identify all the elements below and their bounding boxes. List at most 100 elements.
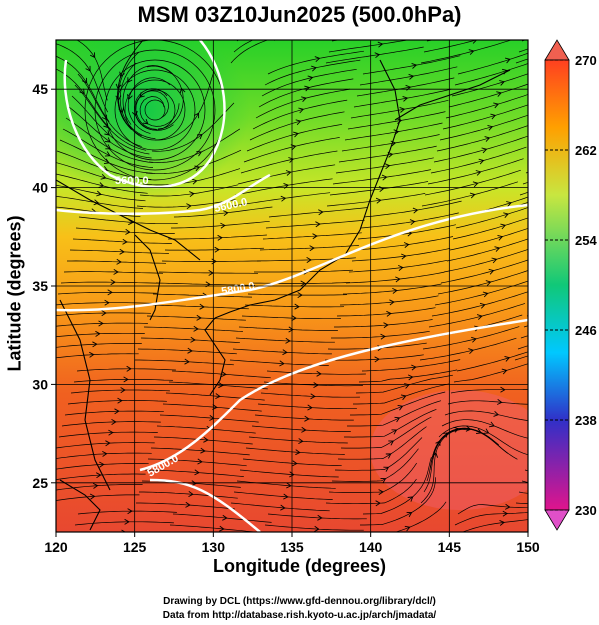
streamline: [344, 122, 443, 141]
contour-5800-a: [56, 203, 528, 312]
colorbar-ticks: 270 262 254 246 238 230: [545, 53, 597, 518]
streamline-arrow: [384, 163, 391, 170]
streamline-arrow: [407, 496, 414, 502]
streamline-arrow: [123, 376, 129, 383]
streamline-arrow: [92, 341, 98, 348]
x-tick-label: 135: [280, 539, 304, 555]
streamline-arrow: [95, 472, 102, 479]
streamline-arrow: [191, 480, 197, 487]
streamline: [422, 326, 520, 350]
streamline: [118, 51, 142, 137]
streamline: [139, 491, 238, 499]
streamline: [264, 59, 361, 86]
streamline-arrow: [493, 410, 500, 417]
streamline-arrow: [574, 469, 579, 474]
contour-label: 5800.0: [220, 280, 255, 298]
streamline: [136, 199, 236, 208]
streamline: [255, 88, 351, 119]
streamline: [424, 169, 521, 196]
x-tick-label: 140: [359, 539, 383, 555]
streamline-arrow: [221, 371, 227, 378]
streamline-arrow: [301, 426, 307, 433]
streamline-arrow: [104, 299, 110, 306]
streamline: [268, 207, 368, 218]
streamline: [267, 50, 364, 75]
streamline: [452, 217, 528, 240]
streamline-arrow: [309, 245, 315, 252]
streamline-arrow: [280, 504, 286, 511]
streamline-arrow: [487, 124, 494, 131]
streamline: [461, 519, 528, 532]
streamline: [454, 512, 528, 526]
streamline: [56, 473, 146, 480]
streamline-arrow: [287, 14, 292, 19]
streamline-arrow: [121, 529, 126, 532]
streamline: [419, 337, 517, 361]
streamline: [56, 206, 141, 218]
streamline-arrow: [297, 292, 303, 298]
streamline: [136, 502, 235, 510]
x-tick-label: 130: [202, 539, 226, 555]
streamline: [145, 149, 242, 175]
streamline-arrow: [209, 415, 215, 421]
streamline-arrow: [118, 107, 125, 114]
streamline: [58, 431, 158, 438]
streamline: [56, 463, 149, 470]
streamline: [237, 164, 336, 185]
streamline: [76, 40, 108, 101]
streamline-arrow: [105, 137, 111, 143]
streamline-arrow: [142, 118, 149, 125]
streamline-arrow: [565, 33, 570, 38]
streamline-arrow: [191, 178, 198, 185]
streamline: [59, 139, 153, 174]
streamline: [341, 134, 440, 152]
streamline-arrow: [374, 356, 380, 363]
colorbar-tick-label: 238: [575, 413, 597, 428]
y-tick-label: 25: [32, 475, 48, 491]
taiwan-coast: [59, 479, 101, 531]
streamline: [332, 169, 431, 185]
streamline: [63, 271, 164, 274]
streamline-arrow: [85, 65, 91, 72]
streamline: [56, 442, 155, 449]
streamline-arrow: [291, 315, 297, 321]
streamline-arrow: [377, 41, 384, 48]
streamline-arrow: [294, 303, 300, 310]
streamline-arrow: [306, 257, 312, 263]
streamline: [264, 524, 364, 531]
streamline: [144, 469, 244, 477]
streamline-arrow: [193, 325, 199, 332]
streamline: [248, 436, 348, 444]
streamline-arrow: [304, 415, 310, 422]
streamline: [164, 247, 265, 251]
streamline-arrow: [504, 57, 511, 64]
streamline-arrow: [576, 286, 581, 291]
streamlines: [56, 14, 594, 532]
streamline-arrow: [383, 466, 390, 472]
contour-5600-b: [56, 173, 271, 215]
streamline: [356, 77, 455, 97]
streamline: [457, 504, 528, 515]
streamline-arrow: [311, 65, 317, 72]
streamline: [362, 55, 461, 75]
streamline-arrow: [506, 201, 512, 207]
streamline: [156, 425, 256, 434]
credit-drawing: Drawing by DCL (https://www.gfd-dennou.o…: [163, 596, 436, 607]
streamline: [67, 260, 167, 264]
streamline-arrow: [589, 407, 594, 412]
streamline-arrow: [479, 302, 486, 309]
streamline-arrow: [79, 88, 85, 95]
streamline: [149, 304, 249, 310]
x-tick-label: 125: [123, 539, 147, 555]
streamline-arrow: [589, 87, 594, 92]
low-circulation: [144, 99, 166, 121]
streamline-arrow: [99, 461, 105, 468]
streamline: [443, 249, 528, 273]
colorbar-bottom-arrow: [544, 509, 570, 531]
streamline: [328, 462, 417, 493]
streamline-arrow: [278, 29, 283, 34]
streamline: [353, 383, 450, 405]
streamline: [146, 65, 184, 130]
streamline-arrow: [502, 510, 508, 517]
